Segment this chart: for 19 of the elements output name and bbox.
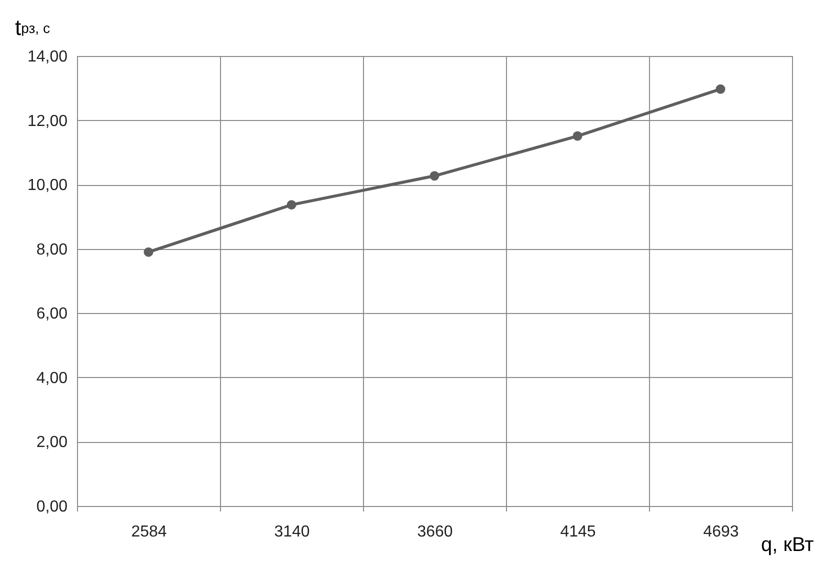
x-axis-title: q, кВт [761, 534, 814, 557]
y-tick-label: 6,00 [36, 306, 68, 323]
y-tick-label: 4,00 [36, 370, 68, 387]
x-tick-label: 4693 [703, 524, 739, 540]
point [144, 247, 154, 257]
x-tick-label: 3140 [274, 524, 310, 540]
y-tick-label: 0,00 [36, 498, 68, 516]
point [572, 131, 582, 141]
point [286, 200, 296, 210]
x-tick-label: 3660 [417, 524, 453, 540]
point [716, 84, 726, 94]
y-tick-label: 14,00 [27, 48, 68, 66]
y-tick-label: 2,00 [36, 434, 68, 452]
point [430, 171, 440, 181]
x-tick-label: 4145 [560, 524, 596, 540]
y-tick-label: 8,00 [36, 241, 68, 258]
y-tick-label: 10,00 [27, 177, 68, 194]
y-tick-label: 12,00 [27, 112, 68, 130]
x-tick-label: 2584 [131, 524, 167, 540]
